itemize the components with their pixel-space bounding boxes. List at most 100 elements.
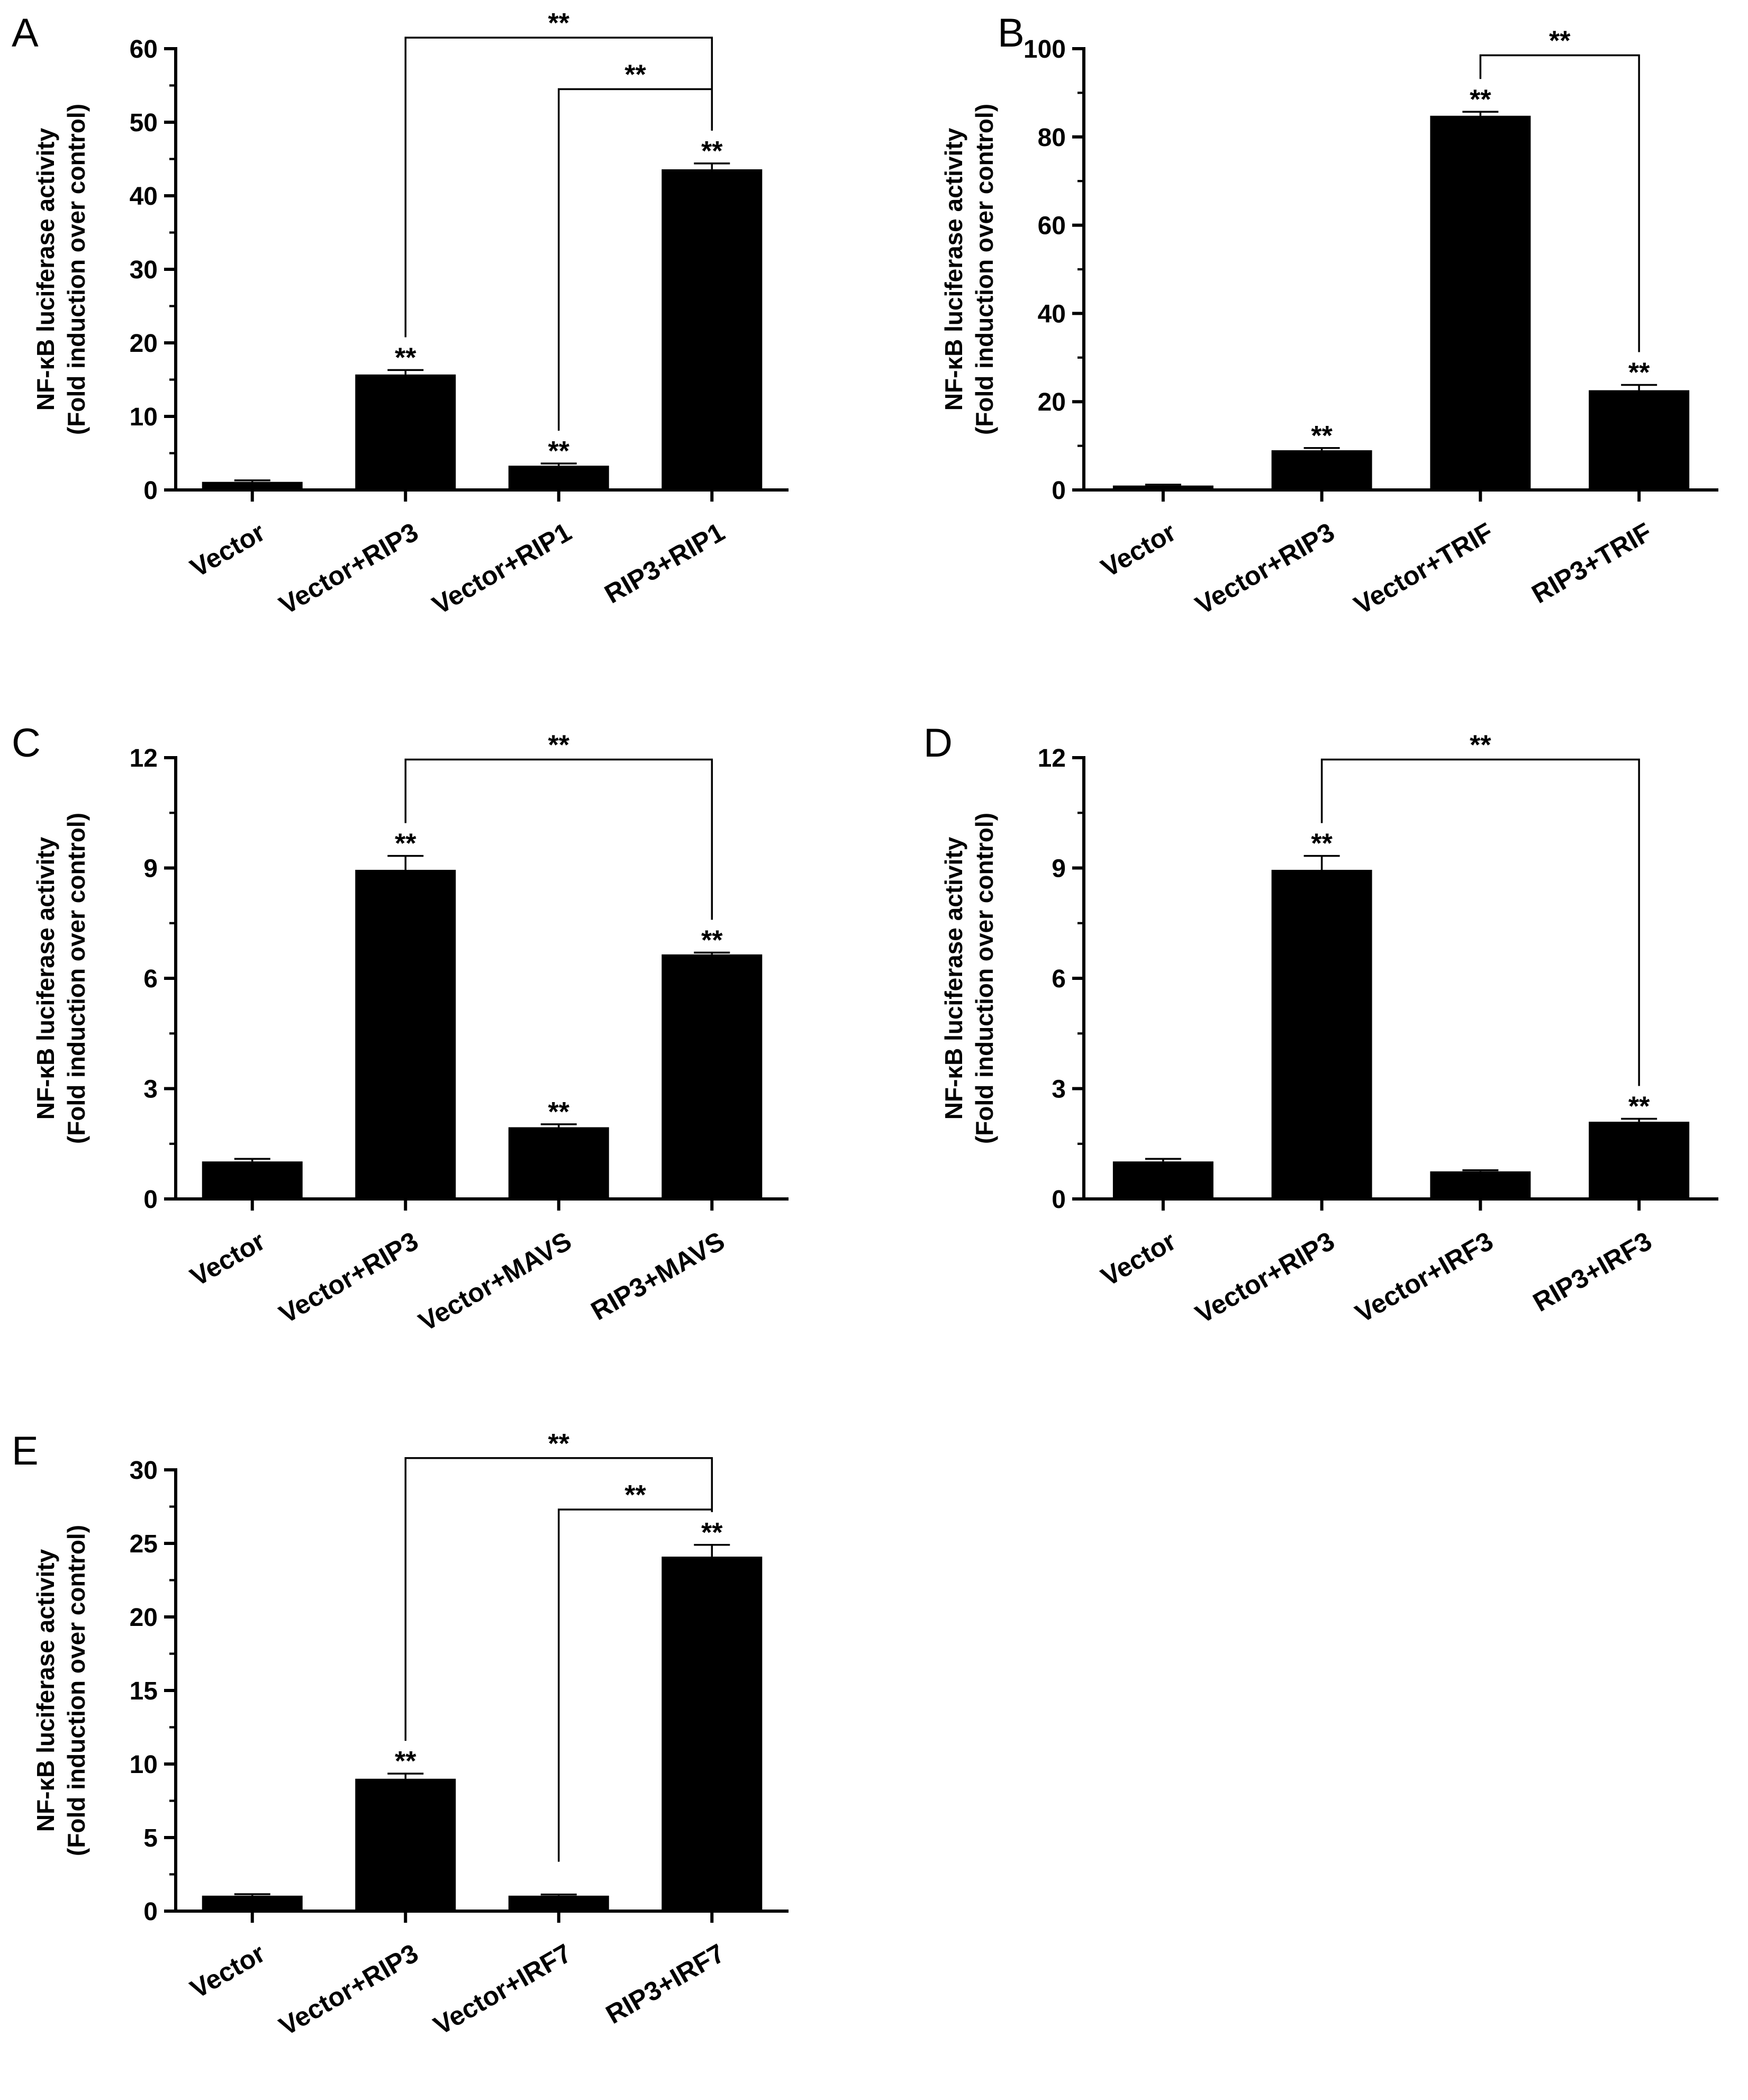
panel-c-category-label: RIP3+MAVS — [586, 1226, 729, 1326]
panel-c-label: C — [12, 721, 41, 766]
panel-b-ylabel: NF-κB luciferase activity — [940, 128, 967, 411]
panel-c-ytick-label: 9 — [143, 855, 158, 883]
panel-c-category-label: Vector — [185, 1226, 270, 1292]
panel-b-category-label: RIP3+TRIF — [1527, 517, 1657, 609]
panel-c-significance-label: ** — [701, 925, 723, 956]
panel-d-ylabel-units: (Fold induction over control) — [971, 813, 998, 1144]
panel-a-comparison-bracket — [558, 88, 713, 431]
panel-a-comparison-bracket — [404, 37, 713, 338]
panel-c-ytick-label: 0 — [143, 1186, 158, 1214]
panel-b-category-label: Vector+TRIF — [1349, 517, 1498, 620]
panel-a-bar — [662, 169, 763, 490]
panel-b-bar — [1112, 485, 1213, 490]
panel-d-category-label: Vector — [1096, 1226, 1181, 1292]
panel-a-ylabel-units: (Fold induction over control) — [62, 104, 90, 435]
panel-e-bar — [355, 1778, 456, 1911]
panel-e-category-label: Vector+IRF7 — [429, 1938, 576, 2041]
panel-d-ytick-label: 6 — [1052, 965, 1066, 993]
panel-a-ytick-label: 10 — [130, 403, 158, 431]
panel-d-bar — [1430, 1171, 1531, 1199]
panel-e-comparison-label: ** — [624, 1480, 646, 1511]
panel-b-ytick-label: 60 — [1038, 212, 1066, 240]
panel-e-ytick-label: 25 — [130, 1530, 158, 1558]
panel-b-significance-label: ** — [1470, 84, 1491, 115]
panel-e-ytick-label: 0 — [143, 1898, 158, 1926]
panel-d-significance-label: ** — [1628, 1091, 1650, 1122]
panel-c-comparison-label: ** — [548, 730, 570, 760]
panel-b-ytick-label: 80 — [1038, 124, 1066, 152]
panel-e-comparison-label: ** — [548, 1429, 570, 1459]
panel-e-ytick-label: 15 — [130, 1677, 158, 1705]
panel-c-bar — [355, 869, 456, 1199]
panel-b-ytick-label: 0 — [1052, 477, 1066, 505]
panel-e-category-label: Vector+RIP3 — [274, 1938, 423, 2041]
panel-a-category-label: RIP3+RIP1 — [600, 517, 730, 609]
panel-d-comparison-bracket — [1320, 758, 1640, 1086]
panel-e-significance-label: ** — [395, 1746, 416, 1777]
panel-c-category-label: Vector+RIP3 — [274, 1226, 423, 1329]
panel-c-significance-label: ** — [548, 1097, 570, 1128]
panel-a-ytick-label: 0 — [143, 477, 158, 505]
panel-c-bar — [662, 954, 763, 1199]
panel-e-ylabel-units: (Fold induction over control) — [62, 1525, 90, 1856]
panel-b-category-label: Vector — [1096, 517, 1181, 583]
panel-e-ytick-label: 5 — [143, 1824, 158, 1852]
panel-b-bar — [1589, 390, 1690, 490]
panel-b-ytick-label: 100 — [1024, 35, 1066, 63]
panel-d-bar — [1589, 1122, 1690, 1199]
panel-c-category-label: Vector+MAVS — [414, 1226, 577, 1337]
panel-e-ytick-label: 30 — [130, 1457, 158, 1485]
panel-d-ytick-label: 9 — [1052, 855, 1066, 883]
panel-a-bar — [508, 466, 609, 490]
panel-d-category-label: Vector+RIP3 — [1190, 1226, 1339, 1329]
panel-a-significance-label: ** — [395, 342, 416, 373]
panel-a-category-label: Vector+RIP3 — [274, 517, 423, 620]
panel-a-label: A — [12, 11, 39, 56]
panel-e-category-label: RIP3+IRF7 — [601, 1938, 729, 2030]
panel-e-significance-label: ** — [701, 1517, 723, 1548]
panel-c-comparison-bracket — [404, 758, 713, 920]
panel-a-significance-label: ** — [701, 136, 723, 167]
panel-e-comparison-bracket — [404, 1457, 713, 1741]
panel-c-ylabel: NF-κB luciferase activity — [32, 837, 59, 1120]
panel-e-bar — [202, 1895, 303, 1911]
panel-d-category-label: Vector+IRF3 — [1350, 1226, 1498, 1329]
panel-d-bar — [1112, 1161, 1213, 1199]
panel-d-ytick-label: 0 — [1052, 1186, 1066, 1214]
panel-b-bar — [1271, 450, 1372, 490]
panel-b-category-label: Vector+RIP3 — [1190, 517, 1339, 620]
panel-b-significance-label: ** — [1311, 421, 1333, 451]
panel-a-comparison-label: ** — [548, 8, 570, 39]
panel-b-ylabel-units: (Fold induction over control) — [971, 104, 998, 435]
panel-e-bar — [508, 1895, 609, 1911]
panel-e-ytick-label: 10 — [130, 1751, 158, 1779]
panel-c-ytick-label: 6 — [143, 965, 158, 993]
panel-b-comparison-label: ** — [1549, 26, 1571, 57]
panel-b-ytick-label: 20 — [1038, 388, 1066, 416]
panel-e-label: E — [12, 1429, 39, 1474]
panel-a-bar — [355, 374, 456, 490]
panel-a-significance-label: ** — [548, 436, 570, 467]
panel-c-bar — [202, 1161, 303, 1199]
panel-b-label: B — [998, 11, 1025, 56]
panel-e-ytick-label: 20 — [130, 1604, 158, 1632]
panel-a-comparison-label: ** — [624, 59, 646, 90]
panel-c-ytick-label: 12 — [130, 744, 158, 772]
panel-d-ytick-label: 12 — [1038, 744, 1066, 772]
panel-d-bar — [1271, 869, 1372, 1199]
panel-c-bar — [508, 1127, 609, 1199]
panel-d-comparison-label: ** — [1470, 730, 1491, 760]
panel-a-category-label: Vector+RIP1 — [427, 517, 576, 620]
panel-e-category-label: Vector — [185, 1938, 270, 2004]
panel-d-category-label: RIP3+IRF3 — [1528, 1226, 1656, 1317]
panel-a-ytick-label: 50 — [130, 109, 158, 137]
panel-d-ylabel: NF-κB luciferase activity — [940, 837, 967, 1120]
panel-e-comparison-bracket — [558, 1508, 713, 1862]
panel-d-label: D — [923, 721, 953, 766]
panel-a-ytick-label: 40 — [130, 183, 158, 211]
panel-a-category-label: Vector — [185, 517, 270, 583]
panel-b-comparison-bracket — [1479, 54, 1640, 352]
panel-c-ylabel-units: (Fold induction over control) — [62, 813, 90, 1144]
panel-a-ytick-label: 60 — [130, 35, 158, 63]
